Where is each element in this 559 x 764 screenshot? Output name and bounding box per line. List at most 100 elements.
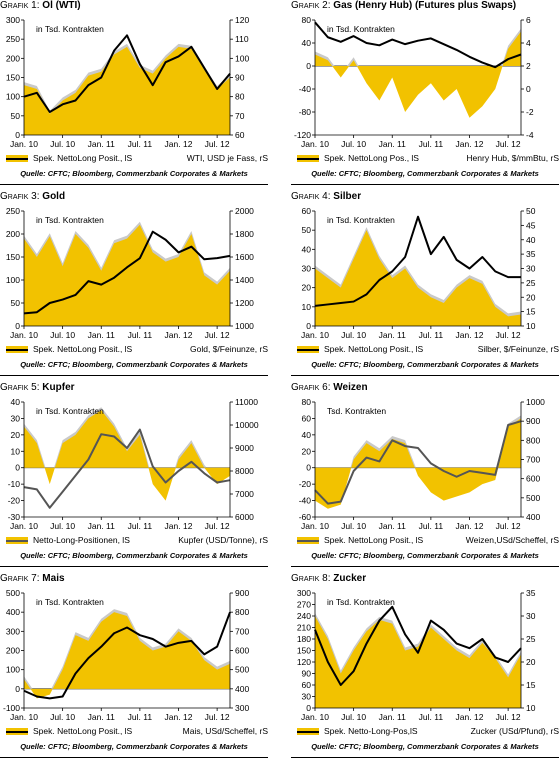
y-tick-right: 60 — [235, 130, 245, 140]
y-tick-right: 10 — [526, 321, 536, 331]
legend-label-line: Gold, $/Feinunze, rS — [190, 344, 268, 354]
x-tick-label: Jul. 11 — [128, 139, 153, 149]
y-tick-left: 150 — [297, 646, 311, 656]
chart-number: Grafik 5: — [0, 382, 40, 393]
y-tick-left: 0 — [306, 321, 311, 331]
y-tick-left: 240 — [297, 611, 311, 621]
x-tick-label: Jul. 11 — [419, 330, 444, 340]
chart-legend: Spek. NettoLong Posit., lS WTI, USD je Fa… — [6, 153, 268, 165]
x-tick-label: Jul. 11 — [419, 139, 444, 149]
chart-number: Grafik 7: — [0, 573, 40, 584]
legend-label-line: Mais, USd/Scheffel, rS — [182, 726, 268, 736]
y-tick-left: -120 — [294, 130, 311, 140]
legend-swatch-line — [297, 540, 319, 542]
y-tick-left: 10 — [302, 302, 312, 312]
unit-label: in Tsd. Kontrakten — [327, 597, 395, 607]
chart-name: Mais — [42, 573, 65, 584]
y-tick-left: 90 — [302, 669, 312, 679]
y-tick-left: 300 — [6, 626, 20, 636]
area-series — [315, 616, 521, 708]
y-tick-left: 200 — [6, 53, 20, 63]
chart-legend: Spek. NettoLong Posit., lS Mais, USd/Sche… — [6, 726, 268, 738]
y-tick-right: 9000 — [235, 443, 254, 453]
y-tick-left: 60 — [302, 680, 312, 690]
legend-swatch-line — [6, 158, 28, 160]
y-tick-left: 60 — [302, 206, 312, 216]
x-tick-label: Jan. 12 — [456, 712, 484, 722]
area-series — [24, 46, 230, 136]
line-series — [314, 420, 522, 505]
y-tick-left: 120 — [297, 657, 311, 667]
x-tick-label: Jul. 12 — [496, 139, 521, 149]
x-tick-label: Jan. 10 — [10, 330, 38, 340]
legend-swatch-line — [297, 349, 319, 351]
legend-label-line: Henry Hub, $/mmBtu, rS — [466, 153, 559, 163]
y-tick-left: 30 — [11, 413, 21, 423]
chart-panel: Grafik 1: Öl (WTI) Spek. NettoLong Posit.… — [0, 0, 268, 185]
chart-svg: -100 0 100 200 300 400 500 300 400 500 600 700 800 90… — [3, 588, 249, 722]
chart-source: Quelle: CFTC; Bloomberg, Commerzbank Cor… — [311, 742, 539, 751]
y-tick-left: 300 — [297, 588, 311, 598]
y-tick-right: 500 — [235, 665, 249, 675]
y-tick-left: -40 — [299, 496, 312, 506]
legend-label-area: Spek. NettoLong Posit., lS — [324, 535, 424, 545]
chart-panel: Grafik 8: Zucker Spek. Netto-Long-Pos,lS Z… — [291, 573, 559, 758]
line-series — [314, 215, 521, 307]
x-tick-label: Jan. 10 — [10, 139, 38, 149]
divider — [291, 757, 559, 758]
chart-legend: Netto-Long-Positionen, lS Kupfer (USD/Ton… — [6, 535, 268, 547]
y-tick-left: 40 — [302, 38, 312, 48]
y-tick-left: 50 — [11, 111, 21, 121]
y-tick-left: 250 — [6, 206, 20, 216]
y-tick-right: 4 — [526, 38, 531, 48]
x-tick-label: Jul. 11 — [419, 712, 444, 722]
y-tick-left: 0 — [306, 463, 311, 473]
x-tick-label: Jan. 12 — [165, 712, 193, 722]
x-tick-label: Jul. 10 — [50, 330, 75, 340]
x-tick-label: Jul. 12 — [205, 712, 230, 722]
y-tick-right: 1800 — [235, 229, 254, 239]
x-tick-label: Jan. 12 — [456, 139, 484, 149]
y-tick-right: 800 — [235, 607, 249, 617]
y-tick-right: 1000 — [526, 397, 545, 407]
chart-legend: Spek. NettoLong Posit., lS Weizen,USd/Sch… — [297, 535, 559, 547]
x-tick-label: Jul. 10 — [341, 330, 366, 340]
y-tick-right: 1200 — [235, 298, 254, 308]
y-tick-left: 200 — [6, 229, 20, 239]
y-tick-right: 0 — [526, 84, 531, 94]
y-tick-left: 400 — [6, 607, 20, 617]
y-tick-left: 0 — [306, 61, 311, 71]
y-tick-left: 180 — [297, 634, 311, 644]
chart-number: Grafik 3: — [0, 191, 40, 202]
chart-title: Grafik 7: Mais — [0, 573, 65, 584]
line-series — [23, 428, 231, 509]
chart-legend: Spek. NettoLong Pos., lS Henry Hub, $/mmB… — [297, 153, 559, 165]
chart-svg: 0 10 20 30 40 50 60 10 15 20 25 30 35 40 45 50 Jan. 10 Ju… — [301, 206, 536, 340]
unit-label: in Tsd. Kontrakten — [327, 215, 395, 225]
chart-panel: Grafik 4: Silber Spek. NettoLong Posit., … — [291, 191, 559, 376]
y-tick-left: 40 — [11, 397, 21, 407]
divider — [291, 184, 559, 185]
y-tick-left: 60 — [302, 413, 312, 423]
y-tick-right: 600 — [235, 646, 249, 656]
y-tick-right: 800 — [526, 435, 540, 445]
y-tick-left: 0 — [15, 130, 20, 140]
y-tick-left: -20 — [299, 479, 312, 489]
unit-label: in Tsd. Kontrakten — [36, 24, 104, 34]
legend-label-area: Spek. NettoLong Posit., lS — [324, 344, 424, 354]
legend-label-line: Silber, $/Feinunze, rS — [477, 344, 559, 354]
y-tick-right: 1400 — [235, 275, 254, 285]
chart-name: Gold — [42, 191, 66, 202]
x-tick-label: Jul. 11 — [128, 330, 153, 340]
y-tick-left: 10 — [11, 446, 21, 456]
x-tick-label: Jul. 11 — [419, 521, 444, 531]
legend-swatch-line — [6, 349, 28, 351]
x-tick-label: Jan. 10 — [301, 712, 329, 722]
y-tick-right: 80 — [235, 92, 245, 102]
chart-panel: Grafik 6: Weizen Spek. NettoLong Posit., … — [291, 382, 559, 567]
chart-svg: 0 50 100 150 200 250 300 60 70 80 90 100 110 120 Jan. … — [6, 15, 250, 149]
x-tick-label: Jul. 10 — [50, 139, 75, 149]
y-tick-left: 500 — [6, 588, 20, 598]
x-tick-label: Jul. 12 — [205, 521, 230, 531]
chart-source: Quelle: CFTC; Bloomberg, Commerzbank Cor… — [20, 742, 248, 751]
